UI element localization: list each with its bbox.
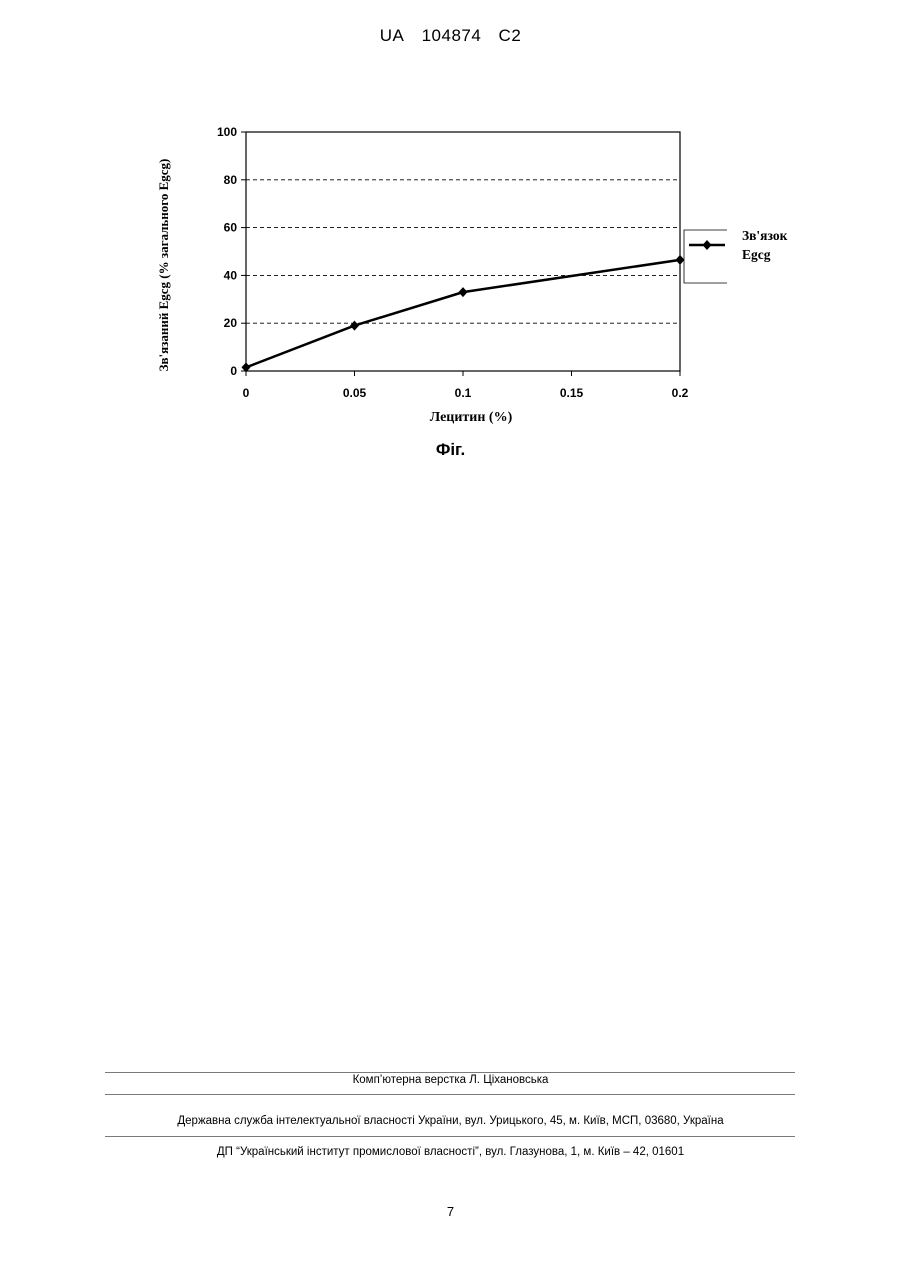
footer-institute-address: ДП “Український інститут промислової вла… xyxy=(0,1146,901,1158)
series-line xyxy=(246,260,680,368)
x-tick-label: 0.1 xyxy=(455,386,472,400)
data-point-marker xyxy=(350,321,359,331)
page-number: 7 xyxy=(0,1204,901,1219)
x-tick-label: 0.15 xyxy=(560,386,584,400)
footer-divider-2 xyxy=(105,1094,795,1095)
x-tick-label: 0 xyxy=(243,386,250,400)
chart-grid xyxy=(246,180,680,323)
chart-legend: Зв'язок Egcg xyxy=(684,228,788,283)
footer-office-address: Державна служба інтелектуальної власност… xyxy=(0,1115,901,1127)
y-axis-ticks: 0 20 40 60 80 100 xyxy=(217,125,246,378)
plot-area-frame xyxy=(246,132,680,371)
legend-frame xyxy=(684,230,727,283)
legend-label-line1: Зв'язок xyxy=(742,228,788,243)
x-axis-label: Лецитин (%) xyxy=(430,410,513,425)
y-tick-label: 20 xyxy=(224,316,238,330)
y-tick-label: 60 xyxy=(224,221,238,235)
x-tick-label: 0.2 xyxy=(672,386,689,400)
y-axis-label: Зв'язаний Egcg (% загального Egcg) xyxy=(156,159,171,372)
footer-layout-credit: Комп’ютерна верстка Л. Ціхановська xyxy=(0,1074,901,1086)
x-tick-label: 0.05 xyxy=(343,386,367,400)
chart-series xyxy=(242,255,685,373)
footer-divider-1 xyxy=(105,1072,795,1073)
line-chart: 0 20 40 60 80 100 0 0.05 0.1 0.15 0.2 Лецитин (%)… xyxy=(0,0,901,440)
legend-marker-swatch xyxy=(703,240,712,250)
footer-divider-3 xyxy=(105,1136,795,1137)
x-axis-ticks: 0 0.05 0.1 0.15 0.2 xyxy=(243,371,689,400)
data-point-marker xyxy=(676,255,685,265)
y-tick-label: 100 xyxy=(217,125,237,139)
legend-label-line2: Egcg xyxy=(742,247,771,262)
y-tick-label: 40 xyxy=(224,268,238,282)
figure-caption: Фіг. xyxy=(0,440,901,460)
y-tick-label: 80 xyxy=(224,173,238,187)
y-tick-label: 0 xyxy=(230,364,237,378)
data-point-marker xyxy=(459,287,468,297)
